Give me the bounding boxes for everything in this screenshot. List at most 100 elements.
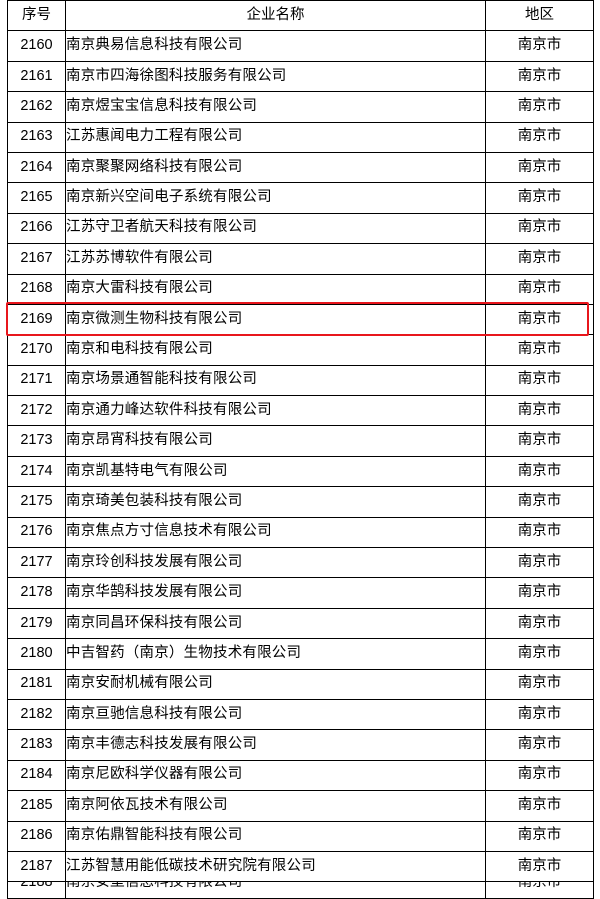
cell-enterprise-name-text: 南京聚聚网络科技有限公司 <box>66 158 243 175</box>
cell-enterprise-name-text: 南京安耐机械有限公司 <box>66 675 213 692</box>
cell-region: 南京市 <box>485 516 594 549</box>
table-row[interactable]: 2167 江苏苏博软件有限公司 南京市 <box>7 243 594 275</box>
cell-seq: 2184 <box>7 759 66 792</box>
cell-region-text: 南京市 <box>517 796 562 813</box>
cell-enterprise-name-text: 南京大雷科技有限公司 <box>66 280 213 297</box>
table-row[interactable]: 2174 南京凯基特电气有限公司 南京市 <box>7 455 594 488</box>
cell-seq-text: 2160 <box>20 37 53 54</box>
cell-seq: 2174 <box>7 455 66 488</box>
cell-enterprise-name: 南京尼欧科学仪器有限公司 <box>65 759 486 792</box>
cell-region: 南京市 <box>485 212 594 245</box>
cell-region: 南京市 <box>485 121 594 153</box>
cell-region: 南京市 <box>485 881 594 899</box>
cell-region: 南京市 <box>485 729 594 761</box>
cell-enterprise-name: 南京丰德志科技发展有限公司 <box>65 729 486 761</box>
column-header-name: 企业名称 <box>65 0 486 32</box>
cell-seq-text: 2178 <box>20 584 53 601</box>
table-row[interactable]: 2160 南京典易信息科技有限公司 南京市 <box>7 30 594 62</box>
cell-region-text: 南京市 <box>517 614 562 631</box>
table-row[interactable]: 2169 南京微测生物科技有限公司 南京市 <box>7 303 594 336</box>
table-row[interactable]: 2176 南京焦点方寸信息技术有限公司 南京市 <box>7 516 594 549</box>
cell-region-text: 南京市 <box>517 675 562 692</box>
cell-enterprise-name-text: 南京通力峰达软件科技有限公司 <box>66 401 272 418</box>
table-row[interactable]: 2179 南京同昌环保科技有限公司 南京市 <box>7 607 594 640</box>
table-header: 序号 企业名称 地区 <box>7 0 594 32</box>
cell-enterprise-name: 南京亘驰信息科技有限公司 <box>65 698 486 731</box>
cell-region-text: 南京市 <box>517 492 562 509</box>
table-row[interactable]: 2162 南京煜宝宝信息科技有限公司 南京市 <box>7 91 594 123</box>
table-row[interactable]: 2166 江苏守卫者航天科技有限公司 南京市 <box>7 212 594 245</box>
cell-enterprise-name-text: 南京安堡信息科技有限公司 <box>66 881 243 891</box>
cell-region: 南京市 <box>485 334 594 366</box>
table-row[interactable]: 2165 南京新兴空间电子系统有限公司 南京市 <box>7 182 594 214</box>
cell-region-text: 南京市 <box>517 462 562 479</box>
cell-enterprise-name: 南京典易信息科技有限公司 <box>65 30 486 62</box>
table-row[interactable]: 2173 南京昂宵科技有限公司 南京市 <box>7 425 594 457</box>
cell-region-text: 南京市 <box>517 128 562 145</box>
cell-seq-text: 2161 <box>20 67 53 84</box>
cell-seq: 2169 <box>7 303 66 336</box>
cell-enterprise-name: 南京焦点方寸信息技术有限公司 <box>65 516 486 549</box>
cell-region: 南京市 <box>485 759 594 792</box>
table-header-row: 序号 企业名称 地区 <box>7 0 594 32</box>
cell-seq: 2160 <box>7 30 66 62</box>
table-row[interactable]: 2180 中吉智药（南京）生物技术有限公司 南京市 <box>7 638 594 670</box>
cell-region: 南京市 <box>485 395 594 427</box>
cell-region: 南京市 <box>485 151 594 184</box>
cell-seq-text: 2181 <box>20 675 53 692</box>
cell-seq: 2188 <box>7 881 66 899</box>
table-row[interactable]: 2183 南京丰德志科技发展有限公司 南京市 <box>7 729 594 761</box>
cell-enterprise-name: 南京和电科技有限公司 <box>65 334 486 366</box>
cell-seq-text: 2182 <box>20 705 53 722</box>
cell-seq-text: 2163 <box>20 128 53 145</box>
cell-seq-text: 2164 <box>20 158 53 175</box>
cell-enterprise-name: 南京玲创科技发展有限公司 <box>65 547 486 579</box>
cell-enterprise-name: 南京市四海徐图科技服务有限公司 <box>65 60 486 93</box>
cell-seq-text: 2175 <box>20 492 53 509</box>
cell-seq: 2171 <box>7 364 66 397</box>
table-row[interactable]: 2175 南京琦美包装科技有限公司 南京市 <box>7 486 594 518</box>
cell-region: 南京市 <box>485 698 594 731</box>
cell-enterprise-name-text: 南京昂宵科技有限公司 <box>66 432 213 449</box>
table-row[interactable]: 2164 南京聚聚网络科技有限公司 南京市 <box>7 151 594 184</box>
table-row[interactable]: 2161 南京市四海徐图科技服务有限公司 南京市 <box>7 60 594 93</box>
cell-enterprise-name-text: 南京和电科技有限公司 <box>66 341 213 358</box>
cell-enterprise-name-text: 江苏守卫者航天科技有限公司 <box>66 219 258 236</box>
table-row[interactable]: 2182 南京亘驰信息科技有限公司 南京市 <box>7 698 594 731</box>
table-row[interactable]: 2170 南京和电科技有限公司 南京市 <box>7 334 594 366</box>
cell-seq: 2172 <box>7 395 66 427</box>
cell-seq-text: 2176 <box>20 523 53 540</box>
cell-enterprise-name: 江苏苏博软件有限公司 <box>65 243 486 275</box>
table-row[interactable]: 2184 南京尼欧科学仪器有限公司 南京市 <box>7 759 594 792</box>
table-row[interactable]: 2186 南京佑鼎智能科技有限公司 南京市 <box>7 820 594 852</box>
cell-region: 南京市 <box>485 182 594 214</box>
cell-seq-text: 2170 <box>20 341 53 358</box>
cell-seq: 2168 <box>7 273 66 305</box>
table-row[interactable]: 2181 南京安耐机械有限公司 南京市 <box>7 668 594 700</box>
table-row[interactable]: 2188 南京安堡信息科技有限公司 南京市 <box>7 881 594 899</box>
table-row[interactable]: 2172 南京通力峰达软件科技有限公司 南京市 <box>7 395 594 427</box>
cell-region: 南京市 <box>485 303 594 336</box>
table-row[interactable]: 2185 南京阿依瓦技术有限公司 南京市 <box>7 790 594 822</box>
cell-seq-text: 2167 <box>20 249 53 266</box>
cell-seq: 2186 <box>7 820 66 852</box>
cell-region: 南京市 <box>485 30 594 62</box>
cell-region-text: 南京市 <box>517 881 562 891</box>
cell-enterprise-name: 南京安堡信息科技有限公司 <box>65 881 486 899</box>
table-row[interactable]: 2178 南京华鹄科技发展有限公司 南京市 <box>7 577 594 609</box>
cell-region: 南京市 <box>485 486 594 518</box>
table-row[interactable]: 2171 南京场景通智能科技有限公司 南京市 <box>7 364 594 397</box>
cell-seq-text: 2171 <box>20 371 53 388</box>
table-row[interactable]: 2177 南京玲创科技发展有限公司 南京市 <box>7 547 594 579</box>
cell-seq-text: 2184 <box>20 766 53 783</box>
cell-region: 南京市 <box>485 60 594 93</box>
table-row[interactable]: 2187 江苏智慧用能低碳技术研究院有限公司 南京市 <box>7 850 594 883</box>
cell-region: 南京市 <box>485 273 594 305</box>
table-row[interactable]: 2168 南京大雷科技有限公司 南京市 <box>7 273 594 305</box>
cell-seq: 2179 <box>7 607 66 640</box>
cell-enterprise-name: 南京新兴空间电子系统有限公司 <box>65 182 486 214</box>
cell-enterprise-name-text: 江苏智慧用能低碳技术研究院有限公司 <box>66 857 316 874</box>
cell-enterprise-name-text: 南京凯基特电气有限公司 <box>66 462 228 479</box>
table-row[interactable]: 2163 江苏惠闻电力工程有限公司 南京市 <box>7 121 594 153</box>
cell-region-text: 南京市 <box>517 705 562 722</box>
